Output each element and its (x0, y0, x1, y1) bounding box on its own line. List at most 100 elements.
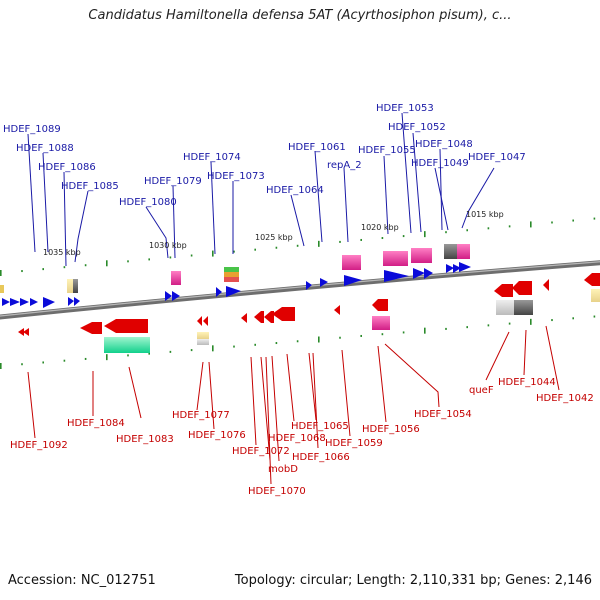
tick-mark (254, 343, 256, 346)
tick-mark (530, 221, 532, 228)
tick-mark (530, 318, 532, 325)
scale-label: 1035 kbp (43, 248, 81, 257)
gene-label[interactable]: HDEF_1042 (536, 393, 594, 404)
gene-arrow (494, 284, 513, 297)
scale-labels: 1035 kbp 1030 kbp 1025 kbp 1020 kbp 1015… (43, 210, 504, 257)
tick-mark (0, 363, 2, 369)
gene-label[interactable]: HDEF_1092 (10, 440, 68, 451)
gene-label[interactable]: HDEF_1074 (183, 152, 241, 163)
gene-arrow (68, 297, 74, 306)
gene-label[interactable]: repA_2 (327, 160, 362, 171)
tick-mark (0, 270, 2, 276)
tick-mark (508, 322, 511, 325)
gene-arrow (453, 264, 461, 273)
gene-label[interactable]: HDEF_1048 (415, 139, 473, 150)
gene-label[interactable]: HDEF_1052 (388, 122, 446, 133)
gene-label[interactable]: HDEF_1089 (3, 124, 61, 135)
tick-mark (424, 327, 426, 334)
gene-arrow (584, 273, 600, 286)
gene-label[interactable]: HDEF_1077 (172, 410, 230, 421)
gene-label[interactable]: HDEF_1066 (292, 452, 350, 463)
gene-label[interactable]: HDEF_1072 (232, 446, 290, 457)
gene-label[interactable]: HDEF_1056 (362, 424, 420, 435)
tick-mark (169, 350, 172, 353)
tick-mark (487, 227, 490, 230)
gene-label[interactable]: HDEF_1084 (67, 418, 125, 429)
gene-arrow (413, 268, 425, 279)
gene-label[interactable]: HDEF_1068 (268, 433, 326, 444)
tick-mark (318, 336, 320, 343)
genome-backbone (0, 260, 600, 320)
tick-mark (551, 221, 553, 224)
tick-mark (466, 229, 468, 232)
tick-mark (42, 361, 44, 364)
tick-mark (275, 246, 278, 249)
gene-arrow (543, 279, 549, 291)
gene-arrow (80, 322, 102, 334)
gene-label[interactable]: HDEF_1061 (288, 142, 346, 153)
tick-mark (63, 359, 66, 362)
gene-arrow (74, 297, 80, 306)
gene-label[interactable]: queF (469, 385, 494, 396)
scale-label: 1025 kbp (255, 233, 293, 242)
gene-label[interactable]: HDEF_1049 (411, 158, 469, 169)
tick-mark (296, 340, 299, 343)
gene-label[interactable]: HDEF_1055 (358, 145, 416, 156)
gene-arrow (372, 299, 388, 311)
gene-label[interactable]: mobD (268, 464, 298, 475)
feature-blocks (0, 244, 600, 353)
gene-arrow (320, 278, 328, 287)
gene-arrow (334, 305, 340, 315)
gene-arrow (216, 287, 222, 297)
scale-label: 1020 kbp (361, 223, 399, 232)
tick-mark (212, 250, 214, 257)
gene-label[interactable]: HDEF_1053 (376, 103, 434, 114)
gene-label[interactable]: HDEF_1086 (38, 162, 96, 173)
gene-label[interactable]: HDEF_1054 (414, 409, 472, 420)
gene-label[interactable]: HDEF_1059 (325, 438, 383, 449)
gene-label[interactable]: HDEF_1044 (498, 377, 556, 388)
tick-mark (127, 260, 129, 263)
tick-mark (339, 240, 341, 243)
gene-arrow (459, 262, 471, 272)
tick-mark (254, 248, 256, 251)
tick-mark (212, 345, 214, 352)
tick-mark (42, 268, 44, 271)
gene-label[interactable]: HDEF_1088 (16, 143, 74, 154)
tick-mark (424, 231, 426, 238)
gene-label[interactable]: HDEF_1080 (119, 197, 177, 208)
scale-label: 1015 kbp (466, 210, 504, 219)
gene-arrow (306, 281, 312, 290)
scale-label: 1030 kbp (149, 241, 187, 250)
gene-label[interactable]: HDEF_1085 (61, 181, 119, 192)
gene-arrow (172, 291, 180, 301)
tick-mark (21, 270, 23, 273)
gene-arrow (30, 298, 38, 306)
tick-mark (190, 254, 193, 257)
gene-label[interactable]: HDEF_1073 (207, 171, 265, 182)
tick-mark (148, 352, 150, 355)
gene-label[interactable]: HDEF_1065 (291, 421, 349, 432)
gene-label[interactable]: HDEF_1070 (248, 486, 306, 497)
gene-label[interactable]: HDEF_1047 (468, 152, 526, 163)
gene-arrow (20, 298, 29, 306)
tick-mark (106, 260, 108, 267)
tick-mark (318, 240, 320, 247)
tick-mark (402, 235, 405, 238)
gene-label[interactable]: HDEF_1076 (188, 430, 246, 441)
tick-mark (402, 331, 405, 334)
tick-mark (381, 333, 384, 336)
gene-arrow (197, 316, 202, 326)
gene-label[interactable]: HDEF_1083 (116, 434, 174, 445)
gene-label[interactable]: HDEF_1064 (266, 185, 324, 196)
gene-arrow (424, 268, 433, 279)
accession-text: Accession: NC_012751 (8, 573, 156, 588)
tick-mark (84, 264, 87, 267)
tick-mark (572, 317, 574, 320)
gene-arrow (446, 264, 454, 273)
tick-mark (21, 363, 23, 366)
tick-mark (466, 326, 468, 329)
gene-label[interactable]: HDEF_1079 (144, 176, 202, 187)
tick-mark (445, 327, 447, 330)
